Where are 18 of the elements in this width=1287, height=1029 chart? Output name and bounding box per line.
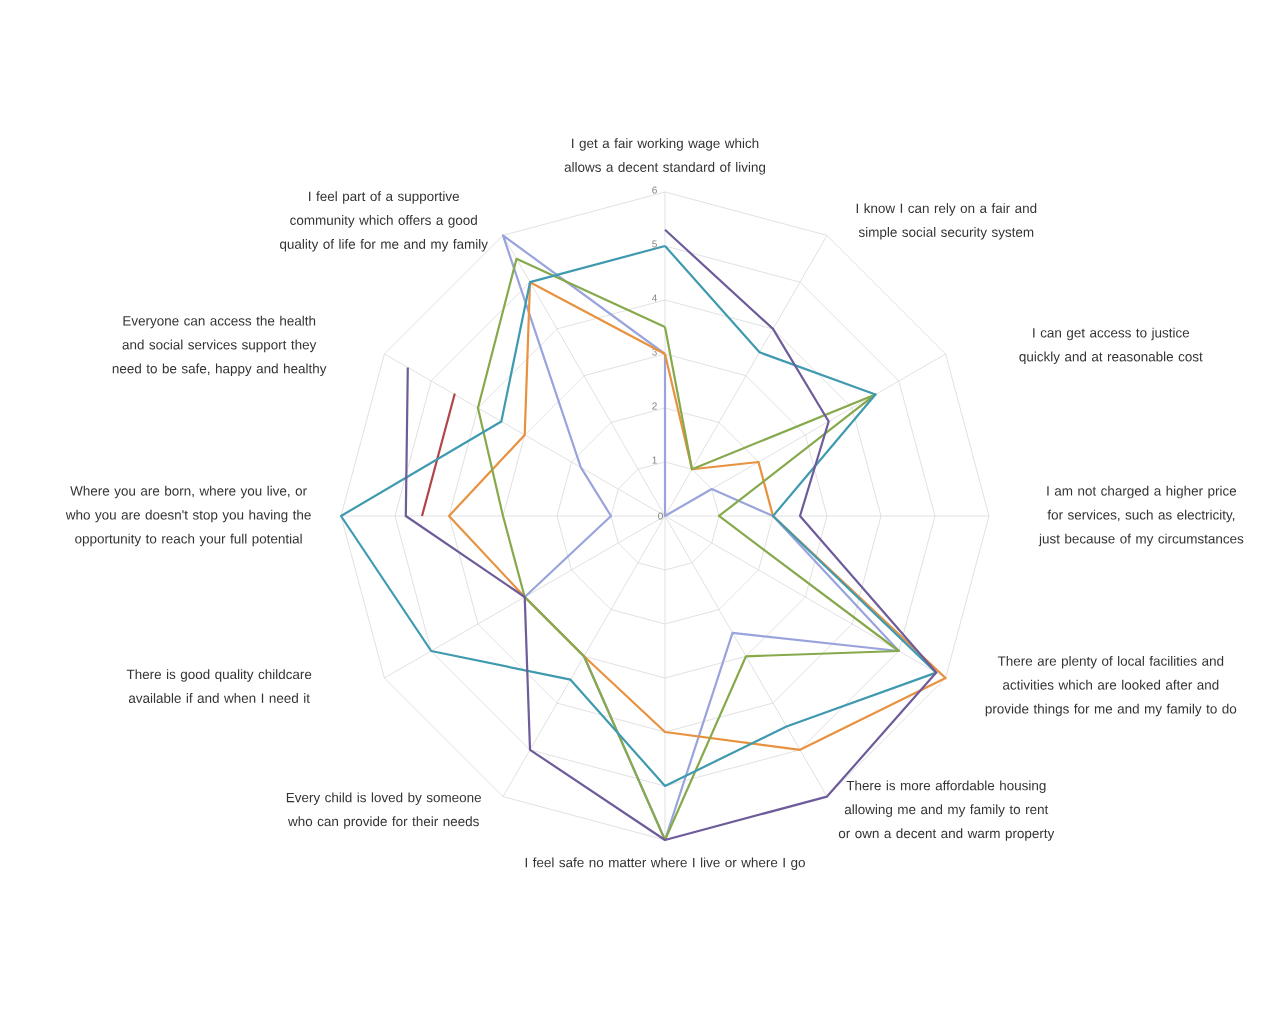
spoke-label: Every child is loved by someone who can provide for their needs [286,792,481,829]
y-tick-label: 6 [652,186,657,194]
y-tick-label: 0 [658,512,663,520]
y-tick-label: 4 [652,294,658,302]
spoke-label: I feel safe no matter where I live or where I go [525,857,805,870]
spoke-label: There are plenty of local facilities and activities which are looked after and provide things for me and my family to do [985,655,1237,717]
spoke-label: There is more affordable housing allowing me and my family to rent or own a decent and warm property [838,780,1055,841]
spoke-label: I know I can rely on a fair and simple social security system [856,203,1037,240]
spoke-label: I get a fair working wage which allows a decent standard of living [564,138,766,175]
y-tick-label: 2 [652,402,657,410]
spoke-label: There is good quality childcare available if and when I need it [126,669,312,703]
spoke-label: I feel part of a supportive community which offers a good quality of life for me and my family [280,191,488,252]
y-tick-label: 5 [652,240,657,248]
spoke-label: I can get access to justice quickly and at reasonable cost [1019,327,1203,365]
spoke-label: Everyone can access the health and social services support they need to be safe, happy and healthy [112,315,327,377]
spoke-label: I am not charged a higher price for services, such as electricity, just because of my circumstances [1038,485,1244,547]
y-tick-label: 1 [652,456,657,464]
spoke-label: Where you are born, where you live, or who you are doesn't stop you having the opportunity to reach your full potential [65,485,311,547]
